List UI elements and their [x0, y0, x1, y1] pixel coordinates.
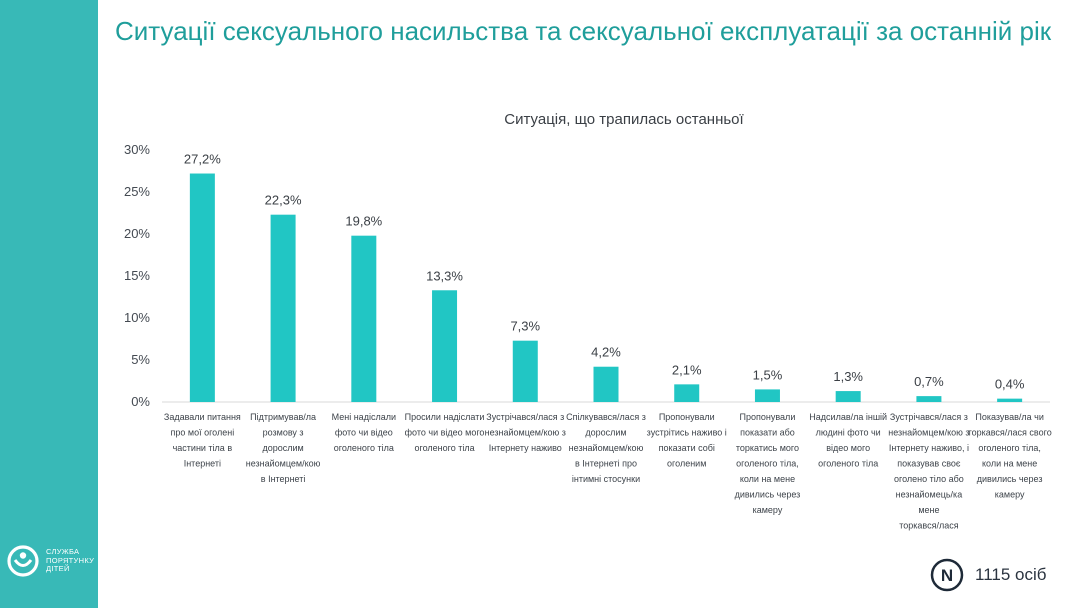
- bar: [512, 340, 538, 402]
- category-label: Показував/ла чи торкався/лася свого оголен…: [968, 412, 1052, 500]
- category-label: Спілкувався/лася з дорослим незнайомцем/ко…: [566, 412, 646, 484]
- sample-size: N 1115 осіб: [930, 558, 1060, 592]
- family-circle-icon: [7, 545, 39, 577]
- bar: [189, 173, 215, 402]
- data-label: 2,1%: [672, 362, 702, 377]
- data-label: 1,3%: [833, 369, 863, 384]
- y-tick-label: 0%: [131, 394, 150, 409]
- category-label: Задавали питання про мої оголені частини т…: [164, 412, 241, 469]
- data-label: 27,2%: [184, 152, 221, 167]
- bar: [835, 391, 861, 402]
- y-tick-label: 10%: [124, 310, 150, 325]
- data-label: 4,2%: [591, 345, 621, 360]
- category-label: Пропонували показати або торкатись мого ого…: [735, 412, 801, 515]
- n-badge-icon: N: [930, 558, 964, 592]
- brand-logo-text: СЛУЖБА ПОРЯТУНКУ ДІТЕЙ: [46, 547, 95, 573]
- category-label: Зустрічався/лася з незнайомцем/кою з Інтер…: [485, 412, 566, 453]
- category-label: Зустрічався/лася з незнайомцем/кою з Інтер…: [888, 412, 969, 531]
- data-label: 22,3%: [265, 193, 302, 208]
- data-label: 13,3%: [426, 268, 463, 283]
- bar: [674, 384, 700, 402]
- category-label: Пропонували зустрітись наживо і показати с…: [647, 412, 727, 469]
- y-tick-label: 15%: [124, 268, 150, 283]
- data-label: 1,5%: [753, 367, 783, 382]
- data-label: 0,4%: [995, 377, 1025, 392]
- bar: [351, 235, 377, 402]
- brand-sidebar: [0, 0, 98, 608]
- bar: [432, 290, 458, 402]
- category-label: Підтримував/ла розмову з дорослим незнайомц…: [246, 412, 321, 484]
- category-label: Мені надіслали фото чи відео оголеного тіл…: [332, 412, 396, 453]
- bar: [916, 396, 942, 402]
- y-tick-label: 20%: [124, 226, 150, 241]
- y-tick-label: 5%: [131, 352, 150, 367]
- data-label: 7,3%: [510, 319, 540, 334]
- bar: [754, 389, 780, 402]
- bar: [270, 214, 296, 402]
- chart-title: Ситуація, що трапилась останньої: [504, 111, 744, 128]
- y-tick-label: 30%: [124, 142, 150, 157]
- category-label: Надсилав/ла іншій людині фото чи відео мог…: [809, 412, 887, 469]
- page-title: Ситуації сексуального насильства та секс…: [115, 16, 1052, 46]
- y-tick-label: 25%: [124, 184, 150, 199]
- brand-logo: СЛУЖБА ПОРЯТУНКУ ДІТЕЙ: [6, 544, 98, 578]
- bar: [997, 398, 1023, 402]
- badge-letter: N: [941, 566, 953, 585]
- category-label: Просили надіслати фото чи відео мого оголе…: [405, 412, 485, 453]
- data-label: 0,7%: [914, 374, 944, 389]
- data-label: 19,8%: [345, 214, 382, 229]
- bar: [593, 366, 619, 402]
- sample-size-label: 1115 осіб: [975, 565, 1047, 584]
